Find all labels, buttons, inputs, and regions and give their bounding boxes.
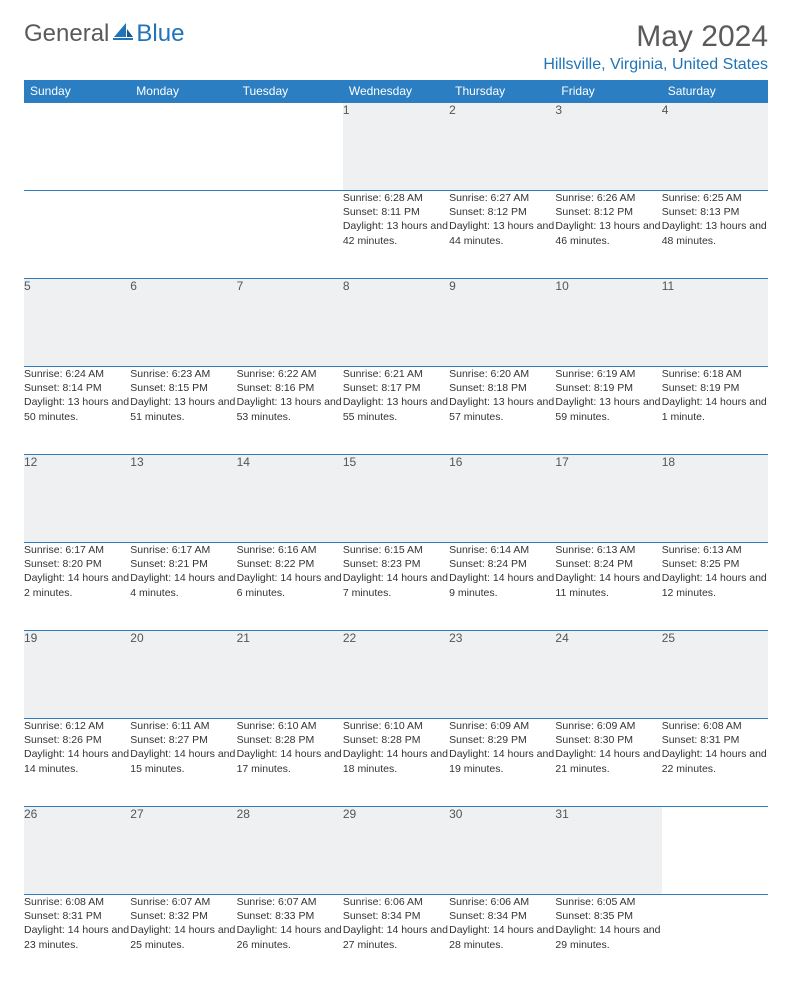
day-detail-cell: Sunrise: 6:25 AMSunset: 8:13 PMDaylight:…: [662, 191, 768, 279]
day-number-cell: 29: [343, 807, 449, 895]
day-detail-cell: Sunrise: 6:13 AMSunset: 8:24 PMDaylight:…: [555, 543, 661, 631]
day-number-cell: 20: [130, 631, 236, 719]
day-detail-cell: Sunrise: 6:06 AMSunset: 8:34 PMDaylight:…: [343, 895, 449, 983]
day-number-cell: 22: [343, 631, 449, 719]
col-sunday: Sunday: [24, 80, 130, 103]
month-title: May 2024: [543, 20, 768, 54]
page-header: General Blue May 2024 Hillsville, Virgin…: [24, 20, 768, 74]
day-detail-cell: Sunrise: 6:28 AMSunset: 8:11 PMDaylight:…: [343, 191, 449, 279]
day-number-cell: 2: [449, 103, 555, 191]
day-number-cell: [24, 103, 130, 191]
day-detail-cell: Sunrise: 6:08 AMSunset: 8:31 PMDaylight:…: [662, 719, 768, 807]
day-number-cell: 16: [449, 455, 555, 543]
day-detail-cell: Sunrise: 6:07 AMSunset: 8:33 PMDaylight:…: [237, 895, 343, 983]
week-detail-row: Sunrise: 6:17 AMSunset: 8:20 PMDaylight:…: [24, 543, 768, 631]
logo: General Blue: [24, 20, 184, 48]
day-number-cell: 17: [555, 455, 661, 543]
day-detail-cell: Sunrise: 6:06 AMSunset: 8:34 PMDaylight:…: [449, 895, 555, 983]
day-detail-cell: Sunrise: 6:17 AMSunset: 8:21 PMDaylight:…: [130, 543, 236, 631]
day-detail-cell: Sunrise: 6:17 AMSunset: 8:20 PMDaylight:…: [24, 543, 130, 631]
day-detail-cell: Sunrise: 6:13 AMSunset: 8:25 PMDaylight:…: [662, 543, 768, 631]
day-number-cell: 18: [662, 455, 768, 543]
logo-text-blue: Blue: [136, 20, 184, 48]
day-detail-cell: Sunrise: 6:08 AMSunset: 8:31 PMDaylight:…: [24, 895, 130, 983]
day-number-cell: 31: [555, 807, 661, 895]
day-number-cell: [130, 103, 236, 191]
day-number-cell: 21: [237, 631, 343, 719]
day-detail-cell: Sunrise: 6:26 AMSunset: 8:12 PMDaylight:…: [555, 191, 661, 279]
day-number-cell: [237, 103, 343, 191]
col-thursday: Thursday: [449, 80, 555, 103]
day-detail-cell: Sunrise: 6:09 AMSunset: 8:30 PMDaylight:…: [555, 719, 661, 807]
day-number-cell: 3: [555, 103, 661, 191]
day-detail-cell: Sunrise: 6:20 AMSunset: 8:18 PMDaylight:…: [449, 367, 555, 455]
week-detail-row: Sunrise: 6:08 AMSunset: 8:31 PMDaylight:…: [24, 895, 768, 983]
day-detail-cell: Sunrise: 6:09 AMSunset: 8:29 PMDaylight:…: [449, 719, 555, 807]
week-number-row: 1234: [24, 103, 768, 191]
day-number-cell: 15: [343, 455, 449, 543]
day-number-cell: 27: [130, 807, 236, 895]
week-detail-row: Sunrise: 6:24 AMSunset: 8:14 PMDaylight:…: [24, 367, 768, 455]
title-block: May 2024 Hillsville, Virginia, United St…: [543, 20, 768, 74]
location-label: Hillsville, Virginia, United States: [543, 56, 768, 74]
week-detail-row: Sunrise: 6:12 AMSunset: 8:26 PMDaylight:…: [24, 719, 768, 807]
weekday-header-row: Sunday Monday Tuesday Wednesday Thursday…: [24, 80, 768, 103]
day-number-cell: 5: [24, 279, 130, 367]
day-detail-cell: Sunrise: 6:10 AMSunset: 8:28 PMDaylight:…: [237, 719, 343, 807]
day-number-cell: [662, 807, 768, 895]
day-detail-cell: Sunrise: 6:18 AMSunset: 8:19 PMDaylight:…: [662, 367, 768, 455]
week-number-row: 567891011: [24, 279, 768, 367]
day-number-cell: 25: [662, 631, 768, 719]
day-detail-cell: Sunrise: 6:27 AMSunset: 8:12 PMDaylight:…: [449, 191, 555, 279]
day-detail-cell: Sunrise: 6:07 AMSunset: 8:32 PMDaylight:…: [130, 895, 236, 983]
week-number-row: 12131415161718: [24, 455, 768, 543]
day-number-cell: 4: [662, 103, 768, 191]
week-detail-row: Sunrise: 6:28 AMSunset: 8:11 PMDaylight:…: [24, 191, 768, 279]
day-number-cell: 1: [343, 103, 449, 191]
week-number-row: 19202122232425: [24, 631, 768, 719]
col-friday: Friday: [555, 80, 661, 103]
day-detail-cell: Sunrise: 6:24 AMSunset: 8:14 PMDaylight:…: [24, 367, 130, 455]
calendar-table: Sunday Monday Tuesday Wednesday Thursday…: [24, 80, 768, 983]
day-detail-cell: Sunrise: 6:10 AMSunset: 8:28 PMDaylight:…: [343, 719, 449, 807]
day-number-cell: 10: [555, 279, 661, 367]
day-number-cell: 6: [130, 279, 236, 367]
day-number-cell: 28: [237, 807, 343, 895]
day-detail-cell: Sunrise: 6:21 AMSunset: 8:17 PMDaylight:…: [343, 367, 449, 455]
day-detail-cell: Sunrise: 6:22 AMSunset: 8:16 PMDaylight:…: [237, 367, 343, 455]
calendar-body: 1234Sunrise: 6:28 AMSunset: 8:11 PMDayli…: [24, 103, 768, 983]
logo-text-general: General: [24, 20, 109, 48]
day-detail-cell: Sunrise: 6:19 AMSunset: 8:19 PMDaylight:…: [555, 367, 661, 455]
day-number-cell: 13: [130, 455, 236, 543]
day-number-cell: 19: [24, 631, 130, 719]
day-number-cell: 11: [662, 279, 768, 367]
day-detail-cell: [130, 191, 236, 279]
day-detail-cell: [662, 895, 768, 983]
day-number-cell: 26: [24, 807, 130, 895]
logo-sail-icon: [112, 20, 134, 48]
day-detail-cell: [237, 191, 343, 279]
day-detail-cell: Sunrise: 6:23 AMSunset: 8:15 PMDaylight:…: [130, 367, 236, 455]
day-detail-cell: Sunrise: 6:15 AMSunset: 8:23 PMDaylight:…: [343, 543, 449, 631]
week-number-row: 262728293031: [24, 807, 768, 895]
col-saturday: Saturday: [662, 80, 768, 103]
day-number-cell: 30: [449, 807, 555, 895]
day-detail-cell: Sunrise: 6:12 AMSunset: 8:26 PMDaylight:…: [24, 719, 130, 807]
day-number-cell: 9: [449, 279, 555, 367]
col-monday: Monday: [130, 80, 236, 103]
day-detail-cell: Sunrise: 6:14 AMSunset: 8:24 PMDaylight:…: [449, 543, 555, 631]
day-number-cell: 8: [343, 279, 449, 367]
day-number-cell: 14: [237, 455, 343, 543]
day-number-cell: 7: [237, 279, 343, 367]
day-detail-cell: Sunrise: 6:05 AMSunset: 8:35 PMDaylight:…: [555, 895, 661, 983]
day-number-cell: 12: [24, 455, 130, 543]
col-tuesday: Tuesday: [237, 80, 343, 103]
day-detail-cell: [24, 191, 130, 279]
day-detail-cell: Sunrise: 6:11 AMSunset: 8:27 PMDaylight:…: [130, 719, 236, 807]
col-wednesday: Wednesday: [343, 80, 449, 103]
day-detail-cell: Sunrise: 6:16 AMSunset: 8:22 PMDaylight:…: [237, 543, 343, 631]
day-number-cell: 24: [555, 631, 661, 719]
day-number-cell: 23: [449, 631, 555, 719]
